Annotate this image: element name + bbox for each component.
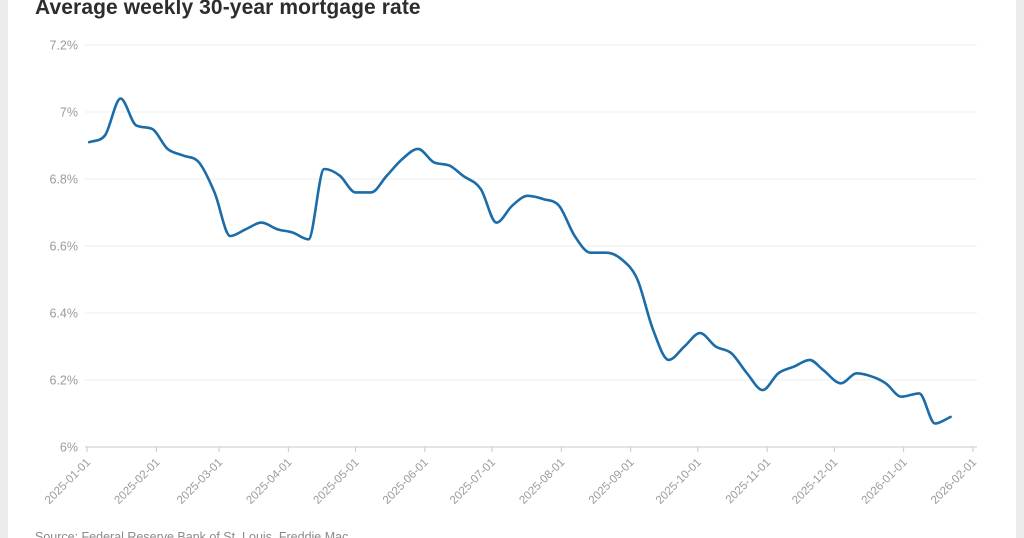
mortgage-rate-line-chart: 7.2% 7% 6.8% 6.6% 6.4% 6.2% 6% 2025-01-01 2025-0… (43, 39, 979, 507)
x-tick-label: 2025-09-01 (587, 457, 637, 507)
x-tick-label: 2026-01-01 (860, 457, 910, 507)
mortgage-rate-series-line (87, 97, 952, 425)
y-tick-label: 6.6% (50, 240, 79, 254)
x-tick-label: 2025-05-01 (312, 457, 362, 507)
x-tick-label: 2025-12-01 (790, 457, 840, 507)
x-tick-label: 2025-01-01 (43, 457, 93, 507)
x-tick-label: 2026-02-01 (929, 457, 979, 507)
chart-title: Average weekly 30-year mortgage rate (35, 0, 421, 19)
source-note: Source: Federal Reserve Bank of St. Loui… (35, 530, 349, 538)
x-tick-label: 2025-02-01 (112, 457, 162, 507)
x-tick-label: 2025-04-01 (244, 457, 294, 507)
y-tick-label: 6.8% (50, 173, 79, 187)
y-tick-label: 7.2% (50, 39, 79, 53)
y-tick-label: 6.4% (50, 307, 79, 321)
x-tick-label: 2025-08-01 (517, 457, 567, 507)
x-tick-label: 2025-06-01 (381, 457, 431, 507)
y-tick-label: 7% (60, 106, 78, 120)
x-tick-label: 2025-07-01 (448, 457, 498, 507)
x-tick-label: 2025-10-01 (654, 457, 704, 507)
y-tick-label: 6.2% (50, 374, 79, 388)
x-tick-label: 2025-03-01 (175, 457, 225, 507)
x-tick-label: 2025-11-01 (724, 457, 773, 506)
chart-card: Average weekly 30-year mortgage rate 7.2… (8, 0, 1016, 538)
y-tick-label: 6% (60, 441, 78, 455)
